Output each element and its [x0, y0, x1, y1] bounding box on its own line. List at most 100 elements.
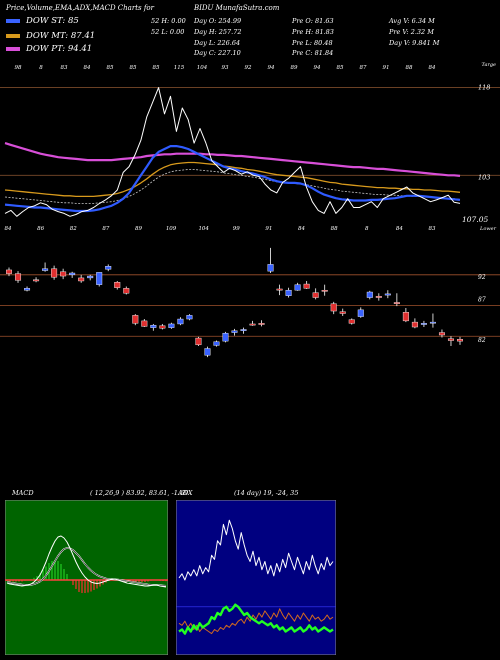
candle-body: [87, 275, 94, 279]
level-label: 92: [478, 274, 486, 281]
top-label: 104: [197, 65, 208, 71]
candle-body: [123, 288, 130, 294]
candle-body: [195, 337, 202, 346]
candle-body: [60, 271, 67, 277]
top-label: 85: [153, 65, 160, 71]
top-label: 8: [39, 65, 43, 71]
candle-body: [249, 323, 256, 326]
adx-chart: [176, 500, 336, 655]
candle-body: [348, 319, 355, 324]
stats-avg-volume: Avg V: 6.34 M: [389, 17, 435, 25]
candle-body: [96, 272, 103, 285]
top-label: 98: [15, 65, 22, 71]
ema-mid-band-line: [4, 169, 461, 204]
candle-body: [321, 289, 328, 292]
candle-body: [294, 284, 301, 291]
stats-col-52w: 52 H: 0.00 52 L: 0.00: [151, 16, 186, 38]
ema-long-line: [4, 142, 461, 177]
macd-chart: [5, 500, 168, 655]
candle-body: [240, 329, 247, 331]
candle-body: [330, 303, 337, 312]
candle-body: [114, 282, 121, 288]
bottom-label: 86: [37, 226, 44, 232]
lower-tag: Lower: [479, 226, 497, 232]
legend-swatch-pt: [6, 47, 20, 51]
candle-body: [150, 324, 157, 328]
candle-body: [24, 288, 31, 291]
legend-swatch-st: [6, 19, 20, 23]
candle-body: [393, 302, 400, 304]
top-label: 92: [245, 65, 252, 71]
stats-col-pre: Pre O: 81.63 Pre H: 81.83 Pre L: 80.48 P…: [292, 16, 334, 59]
stats-day-low: Day L: 226.64: [194, 38, 241, 47]
candle-body: [447, 338, 454, 341]
top-label: 94: [268, 65, 275, 71]
stats-pre-close: Pre C: 81.84: [292, 49, 334, 58]
top-label: 115: [174, 65, 185, 71]
candle-body: [303, 283, 310, 289]
candle-body: [168, 323, 175, 328]
candle-body: [357, 309, 364, 317]
adx-background: [176, 500, 336, 655]
bottom-label: 84: [396, 226, 403, 232]
stats-day-close: Day C: 227.10: [194, 49, 241, 58]
candle-body: [141, 320, 148, 327]
chart-header-title: Price,Volume,EMA,ADX,MACD Charts for: [6, 4, 154, 12]
bottom-label: 89: [135, 226, 142, 232]
adx-title: ADX: [178, 489, 193, 497]
candle-body: [267, 264, 274, 272]
macd-title: MACD: [12, 489, 34, 497]
top-label: 94: [314, 65, 321, 71]
candle-body: [339, 311, 346, 314]
bottom-label: 99: [233, 226, 240, 232]
ema-mid-line: [4, 161, 461, 198]
candle-body: [402, 312, 409, 322]
candle-body: [276, 288, 283, 291]
candle-body: [132, 315, 139, 324]
candle-body: [33, 279, 40, 282]
candle-body: [384, 293, 391, 296]
bottom-label: 104: [198, 226, 209, 232]
stats-52-low: 52 L: 0.00: [151, 27, 185, 36]
minus-di-line: [178, 608, 334, 635]
bottom-label: 87: [102, 226, 109, 232]
legend-label-mt: DOW MT: 87.41: [26, 31, 96, 41]
candle-body: [42, 268, 49, 271]
candle-body: [231, 330, 238, 333]
target-tag: Targe: [482, 62, 497, 68]
candle-body: [5, 269, 12, 274]
candle-body: [159, 325, 166, 329]
macd-background: [5, 500, 168, 655]
candlestick-chart: 92 87 82: [0, 247, 500, 358]
legend-label-st: DOW ST: 85: [26, 16, 79, 26]
top-label: 89: [291, 65, 298, 71]
macd-signal-core: [6, 547, 167, 587]
top-label: 88: [406, 65, 413, 71]
candle-body: [420, 323, 427, 325]
price-ema-chart: 98 8 83 84 85 85 85 115 104 93 92 94 89 94 85 87 91 88 84 8…: [0, 62, 500, 232]
top-label: 84: [429, 65, 436, 71]
stats-col-day: Day O: 254.99 Day H: 257.72 Day L: 226.6…: [194, 16, 242, 59]
top-label: 84: [84, 65, 91, 71]
stats-52-high: 52 H: 0.00: [151, 17, 186, 25]
bottom-label: 88: [331, 226, 338, 232]
legend-dow-pt: DOW PT: 94.41: [6, 43, 92, 55]
candle-body: [312, 292, 319, 298]
right-label-118: 118: [478, 84, 490, 92]
right-label-107: 107.05: [462, 215, 488, 224]
candle-body: [204, 348, 211, 356]
macd-line: [6, 535, 167, 588]
candle-body: [411, 321, 418, 328]
candle-body: [51, 268, 58, 278]
level-label: 82: [478, 337, 486, 344]
candle-body: [222, 332, 229, 342]
legend-label-pt: DOW PT: 94.41: [26, 44, 93, 54]
candle-body: [375, 296, 382, 298]
legend-swatch-mt: [6, 34, 20, 38]
bottom-label: 83: [429, 226, 436, 232]
top-label: 93: [222, 65, 229, 71]
top-label: 87: [360, 65, 367, 71]
candle-body: [105, 266, 112, 270]
stats-col-volume: Avg V: 6.34 M Pre V: 2.32 M Day V: 9.841…: [389, 16, 439, 48]
stats-pre-low: Pre L: 80.48: [292, 38, 333, 47]
